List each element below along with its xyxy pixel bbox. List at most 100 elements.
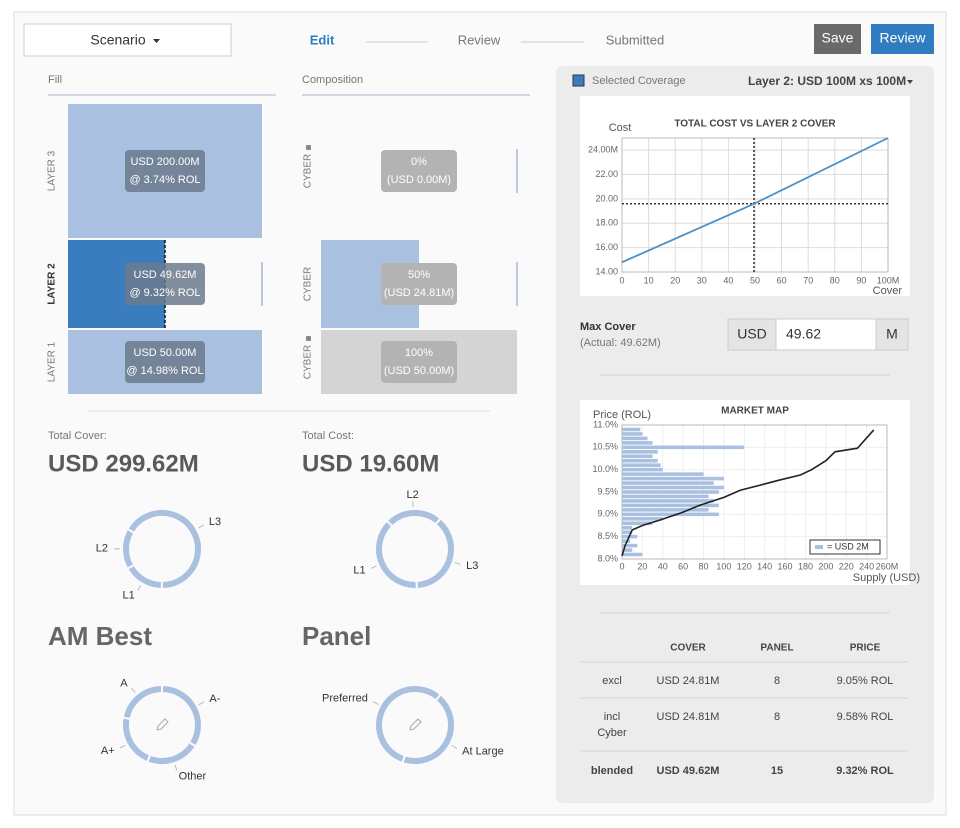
composition-label: CYBER — [303, 345, 314, 379]
total-label: Total Cost: — [302, 430, 354, 442]
donut-label: L3 — [209, 516, 221, 528]
table-cell: incl — [604, 711, 621, 723]
legend-label: = USD 2M — [827, 541, 869, 551]
label-box — [125, 263, 205, 305]
chart-panel — [580, 96, 910, 296]
input-addon-label: M — [886, 326, 898, 342]
x-tick-label: 80 — [699, 561, 709, 571]
label-connector — [198, 524, 204, 529]
y-tick-label: 24.00M — [588, 145, 618, 155]
lock-icon — [306, 336, 311, 341]
axis-title: Price (ROL) — [593, 409, 651, 421]
composition-amount: (USD 24.81M) — [384, 287, 454, 299]
x-tick-label: 50 — [750, 275, 760, 285]
donut-label: L2 — [406, 489, 418, 501]
supply-bar — [622, 494, 709, 499]
x-tick-label: 70 — [803, 275, 813, 285]
scenario-label[interactable]: Scenario — [90, 32, 145, 48]
save-button[interactable] — [814, 24, 861, 54]
supply-bar — [622, 481, 714, 485]
y-tick-label: 8.0% — [597, 553, 618, 563]
column-header: PRICE — [850, 643, 881, 654]
table-cell: blended — [591, 765, 633, 777]
step-label[interactable]: Submitted — [606, 32, 665, 47]
lock-icon — [306, 145, 311, 150]
supply-bar — [622, 517, 663, 521]
x-tick-label: 20 — [670, 275, 680, 285]
composition-amount: (USD 0.00M) — [387, 174, 451, 186]
label-connector — [454, 561, 461, 565]
y-tick-label: 10.0% — [592, 464, 618, 474]
supply-bar — [622, 530, 633, 534]
line-series — [621, 137, 889, 264]
layer-amount: USD 50.00M — [134, 347, 197, 359]
y-tick-label: 20.00 — [595, 193, 618, 203]
input-addon — [727, 318, 777, 351]
table-cell: 9.05% ROL — [837, 675, 894, 687]
supply-bar — [622, 458, 658, 463]
composition-label: CYBER — [303, 267, 314, 301]
step-label[interactable]: Edit — [310, 32, 335, 47]
legend-label: Selected Coverage — [592, 75, 686, 87]
supply-bar — [622, 441, 653, 445]
label-connector — [131, 687, 136, 693]
supply-bar — [622, 490, 719, 494]
plot-frame — [621, 137, 889, 273]
supply-bar — [622, 521, 653, 526]
x-tick-label: 100M — [877, 275, 900, 285]
table-cell: excl — [602, 675, 622, 687]
donut-segment — [121, 683, 163, 721]
table-cell: Cyber — [597, 727, 627, 739]
layer-rate: @ 9.32% ROL — [129, 287, 200, 299]
donut-label: Preferred — [322, 693, 368, 705]
x-tick-label: 200 — [818, 561, 833, 571]
supply-bar — [622, 525, 633, 530]
label-connector — [174, 764, 178, 771]
x-tick-label: 20 — [637, 561, 647, 571]
supply-bar — [622, 427, 641, 432]
input-addon-label: USD — [737, 326, 767, 342]
x-tick-label: 60 — [777, 275, 787, 285]
supply-bar — [622, 503, 719, 508]
button-label[interactable]: Review — [880, 30, 927, 46]
supply-bar — [622, 436, 648, 441]
x-tick-label: 180 — [798, 561, 813, 571]
layer-amount: USD 200.00M — [130, 156, 199, 168]
donut-label: L3 — [466, 560, 478, 572]
x-tick-label: 10 — [644, 275, 654, 285]
label-connector — [451, 745, 458, 749]
y-tick-label: 11.0% — [593, 419, 618, 429]
composition-label: CYBER — [303, 154, 314, 188]
donut-segment — [121, 527, 136, 571]
layer-amount: USD 49.62M — [134, 269, 197, 281]
section-title: Fill — [48, 74, 62, 86]
table-cell: 8 — [774, 711, 780, 723]
x-tick-label: 220 — [839, 561, 854, 571]
layer-rate: @ 14.98% ROL — [126, 365, 203, 377]
supply-bar — [622, 450, 658, 454]
scenario-box[interactable] — [23, 23, 232, 57]
layer-dropdown[interactable]: Layer 2: USD 100M xs 100M — [748, 74, 906, 88]
composition-percent: 50% — [408, 269, 430, 281]
axis-title: Supply (USD) — [853, 572, 920, 584]
y-tick-label: 16.00 — [595, 242, 618, 252]
composition-percent: 100% — [405, 347, 433, 359]
button-label[interactable]: Save — [822, 30, 854, 46]
supply-bar — [622, 485, 724, 490]
step-label[interactable]: Review — [458, 32, 501, 47]
x-tick-label: 120 — [737, 561, 752, 571]
legend-swatch — [815, 545, 823, 549]
label-box — [125, 341, 205, 383]
supply-bar — [622, 472, 704, 476]
supply-bar — [622, 463, 661, 467]
supply-bar — [622, 552, 643, 557]
y-tick-label: 18.00 — [595, 218, 618, 228]
input-value[interactable]: 49.62 — [786, 326, 821, 342]
label-connector — [137, 584, 142, 591]
supply-bar — [622, 454, 653, 459]
supply-bar — [622, 512, 719, 517]
y-tick-label: 22.00 — [595, 169, 618, 179]
label-box — [125, 150, 205, 192]
review-button[interactable] — [871, 24, 934, 54]
donut-label: At Large — [462, 745, 504, 757]
